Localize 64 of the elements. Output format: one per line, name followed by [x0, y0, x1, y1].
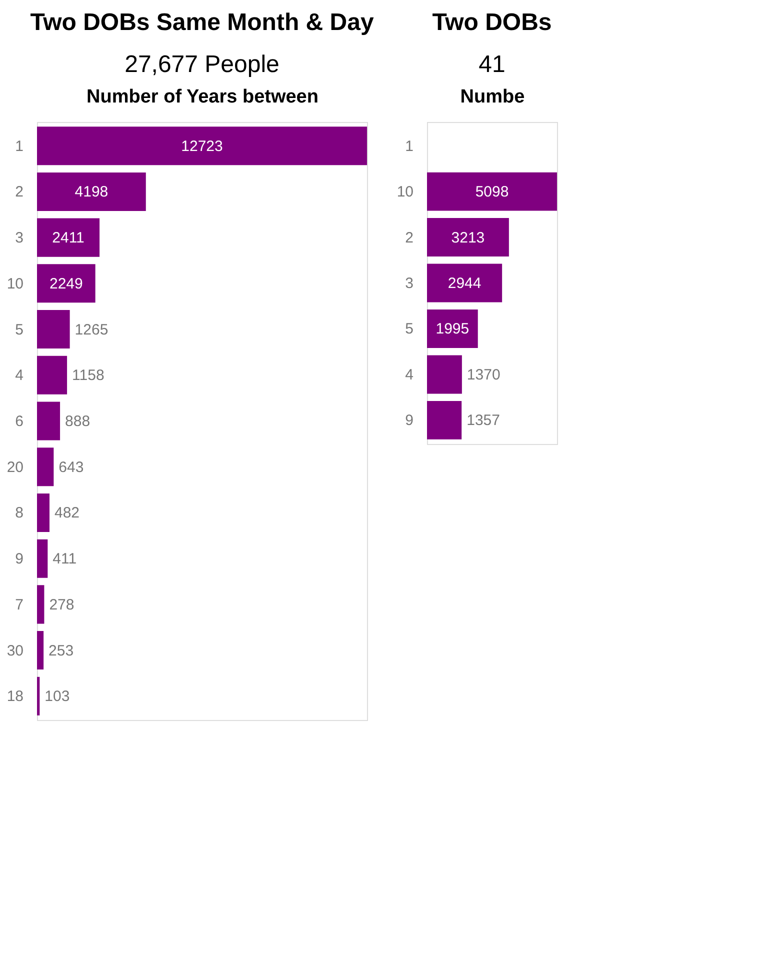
y-tick-label: 1 — [405, 138, 414, 155]
bar — [427, 310, 478, 348]
y-tick-label: 2 — [405, 229, 414, 246]
bar — [427, 401, 462, 440]
y-tick-label: 8 — [15, 504, 24, 522]
bar — [427, 172, 557, 211]
data-label: 4198 — [74, 184, 108, 201]
y-tick-label: 30 — [6, 642, 24, 660]
y-tick-label: 10 — [396, 184, 414, 201]
y-tick-label: 4 — [405, 366, 414, 384]
data-label: 103 — [44, 688, 70, 706]
y-tick-label: 9 — [15, 550, 24, 568]
data-label: 2411 — [52, 230, 84, 247]
bar — [427, 218, 509, 256]
chart-subtitle: 27,677 People — [124, 51, 280, 78]
data-label: 1370 — [466, 366, 500, 384]
data-label: 253 — [48, 642, 74, 660]
data-label: 1357 — [466, 412, 500, 430]
chart-subtitle: 41 — [478, 51, 506, 78]
bar — [37, 126, 367, 166]
bar — [37, 493, 50, 532]
data-label: 278 — [49, 596, 74, 614]
y-tick-label: 3 — [15, 230, 24, 247]
data-label: 2944 — [448, 275, 482, 292]
data-label: 1158 — [72, 367, 104, 384]
data-label: 411 — [52, 550, 77, 568]
y-tick-label: 6 — [15, 413, 24, 430]
bar — [37, 264, 96, 303]
y-tick-label: 9 — [405, 412, 414, 430]
chart-title: Two DOBs — [432, 9, 552, 36]
bar — [37, 585, 44, 624]
data-label: 643 — [58, 458, 84, 476]
data-label: 1265 — [74, 321, 108, 338]
chart-title: Two DOBs Same Month & Day — [30, 9, 374, 36]
data-label: 888 — [65, 413, 90, 430]
y-tick-label: 4 — [15, 367, 24, 384]
bar — [37, 676, 40, 716]
bar — [37, 356, 68, 394]
y-tick-label: 3 — [405, 275, 414, 292]
data-label: 12723 — [181, 138, 223, 155]
bar — [37, 631, 44, 670]
bar — [37, 218, 100, 257]
data-label: 2249 — [49, 275, 83, 292]
bar — [427, 264, 502, 302]
bar — [37, 172, 146, 211]
y-tick-label: 5 — [15, 321, 24, 338]
y-tick-label: 18 — [6, 688, 24, 706]
bar — [427, 355, 462, 394]
y-tick-label: 1 — [15, 138, 24, 155]
data-label: 482 — [54, 504, 80, 522]
x-axis-title: Numbe — [460, 86, 525, 108]
y-tick-label: 7 — [15, 596, 24, 614]
y-tick-label: 20 — [6, 458, 24, 476]
bar — [37, 539, 48, 578]
data-label: 3213 — [451, 229, 485, 246]
y-tick-label: 10 — [6, 275, 24, 292]
data-label: 1995 — [436, 320, 470, 338]
bar — [37, 310, 70, 349]
bar — [37, 402, 60, 440]
y-tick-label: 2 — [15, 184, 24, 201]
x-axis-title: Number of Years between — [86, 86, 318, 108]
data-label: 5098 — [475, 184, 509, 201]
bar — [37, 448, 54, 486]
y-tick-label: 5 — [405, 320, 414, 338]
